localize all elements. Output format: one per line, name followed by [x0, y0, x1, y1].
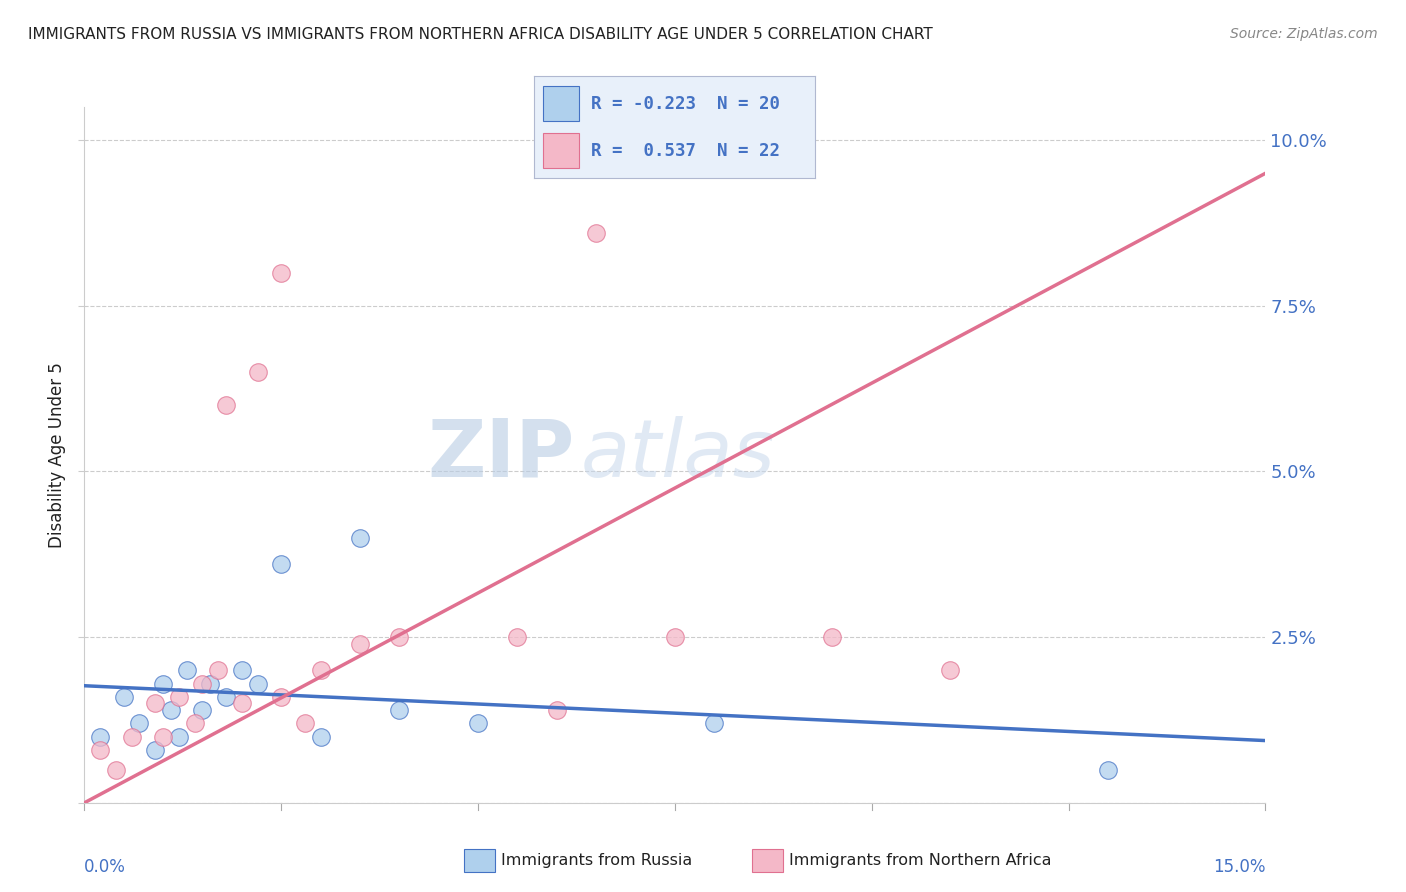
Point [89, 743, 111, 757]
Point [388, 703, 411, 717]
Point [1097, 763, 1119, 777]
Text: 0.0%: 0.0% [84, 858, 127, 877]
Point [104, 763, 127, 777]
Point [821, 630, 844, 644]
Point [246, 365, 269, 379]
Point [270, 266, 292, 280]
Point [349, 531, 371, 545]
Point [128, 716, 150, 731]
Point [388, 630, 411, 644]
Point [121, 730, 143, 744]
Point [294, 716, 316, 731]
Point [215, 690, 238, 704]
Text: 15.0%: 15.0% [1213, 858, 1265, 877]
Point [167, 690, 190, 704]
Text: atlas: atlas [581, 416, 775, 494]
Point [231, 663, 253, 677]
Point [585, 226, 607, 240]
Point [664, 630, 686, 644]
Point [467, 716, 489, 731]
Point [270, 558, 292, 572]
Text: Immigrants from Russia: Immigrants from Russia [501, 854, 692, 868]
Point [152, 730, 174, 744]
Text: R = -0.223  N = 20: R = -0.223 N = 20 [591, 95, 779, 112]
Point [112, 690, 135, 704]
Text: Immigrants from Northern Africa: Immigrants from Northern Africa [789, 854, 1052, 868]
Point [506, 630, 529, 644]
Point [191, 676, 214, 690]
Point [183, 716, 205, 731]
Point [270, 690, 292, 704]
Point [939, 663, 962, 677]
Point [349, 637, 371, 651]
Text: Source: ZipAtlas.com: Source: ZipAtlas.com [1230, 27, 1378, 41]
Point [246, 676, 269, 690]
Point [231, 697, 253, 711]
Point [167, 730, 190, 744]
Point [546, 703, 568, 717]
Point [143, 697, 166, 711]
Point [152, 676, 174, 690]
Text: R =  0.537  N = 22: R = 0.537 N = 22 [591, 142, 779, 160]
Point [309, 730, 332, 744]
Text: IMMIGRANTS FROM RUSSIA VS IMMIGRANTS FROM NORTHERN AFRICA DISABILITY AGE UNDER 5: IMMIGRANTS FROM RUSSIA VS IMMIGRANTS FRO… [28, 27, 932, 42]
Point [191, 703, 214, 717]
Point [200, 676, 222, 690]
Bar [543, 87, 579, 121]
Y-axis label: Disability Age Under 5: Disability Age Under 5 [48, 362, 66, 548]
Point [176, 663, 198, 677]
Point [703, 716, 725, 731]
Point [143, 743, 166, 757]
Point [160, 703, 183, 717]
Bar [543, 133, 579, 168]
Point [309, 663, 332, 677]
Point [215, 398, 238, 412]
Point [207, 663, 229, 677]
Text: ZIP: ZIP [427, 416, 575, 494]
Point [89, 730, 111, 744]
